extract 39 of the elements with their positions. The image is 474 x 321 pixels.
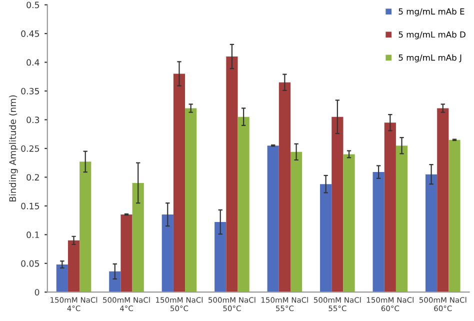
- bar: [278, 82, 290, 292]
- y-tick-label: 0.4: [26, 59, 40, 66]
- y-tick-label: 0.3: [26, 116, 40, 124]
- y-tick-label: 0.5: [26, 2, 40, 8]
- bar: [320, 184, 332, 292]
- bar: [332, 116, 344, 292]
- legend-label: 5 mg/mL mAb E: [398, 8, 464, 16]
- y-tick-label: 0.35: [21, 88, 40, 94]
- bar: [56, 264, 68, 292]
- bar: [384, 122, 396, 292]
- bar: [132, 182, 144, 292]
- bar: [372, 172, 384, 292]
- y-axis-title: Binding Amplitude (nm): [9, 95, 18, 202]
- bar: [120, 214, 132, 292]
- bar: [185, 108, 197, 292]
- y-tick-label: 0.2: [26, 174, 39, 181]
- bar: [343, 154, 355, 292]
- bar: [68, 240, 80, 292]
- bar: [162, 214, 174, 292]
- bar: [448, 140, 460, 292]
- bar: [226, 56, 238, 292]
- bar: [437, 108, 449, 292]
- bar: [214, 222, 226, 292]
- y-tick-label: 0: [34, 288, 40, 296]
- bar: [425, 174, 438, 292]
- y-tick-label: 0.45: [21, 30, 40, 37]
- bar: [109, 271, 121, 292]
- bar: [290, 152, 302, 292]
- legend-label: 5 mg/mL mAb D: [398, 31, 466, 40]
- bar: [80, 162, 92, 292]
- y-tick-label: 0.15: [21, 202, 40, 210]
- bar: [396, 146, 408, 292]
- bar: [173, 74, 186, 292]
- legend-label: 5 mg/mL mAb J: [398, 54, 462, 62]
- y-tick-label: 0.25: [21, 145, 40, 152]
- y-tick-label: 0.1: [26, 232, 39, 238]
- bar: [238, 116, 250, 292]
- bar: [267, 146, 279, 292]
- y-tick-label: 0.05: [21, 260, 40, 267]
